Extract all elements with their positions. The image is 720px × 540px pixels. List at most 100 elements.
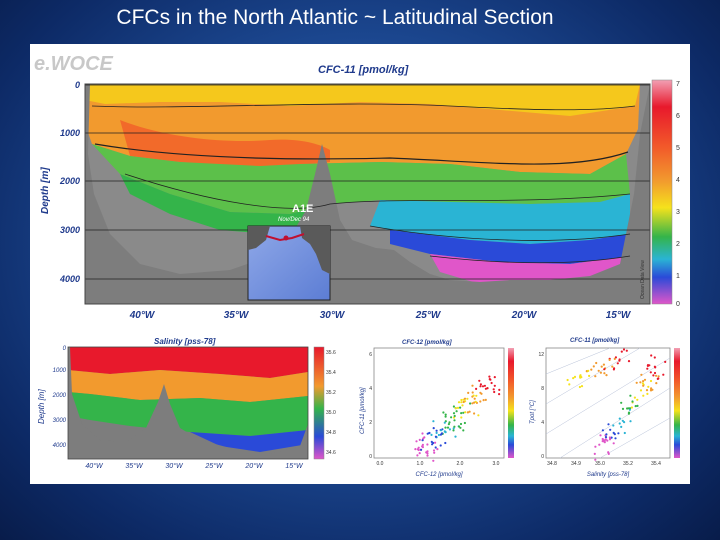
scatter-point bbox=[627, 407, 630, 410]
cfc12-y-tick: 4 bbox=[369, 386, 372, 392]
scatter-point bbox=[444, 431, 447, 434]
salinity-lon-tick: 30°W bbox=[165, 462, 184, 470]
scatter-point bbox=[493, 384, 496, 387]
depth-tick: 4000 bbox=[59, 274, 80, 284]
scatter-point bbox=[454, 435, 457, 438]
scatter-point bbox=[467, 391, 470, 394]
scatter-point bbox=[628, 407, 632, 410]
scatter-point bbox=[432, 459, 435, 462]
scatter-point bbox=[444, 415, 447, 418]
scatter-point bbox=[428, 431, 431, 435]
salinity-lon-tick: 40°W bbox=[85, 462, 104, 470]
scatter-point bbox=[602, 363, 606, 366]
scatter-point bbox=[612, 431, 615, 434]
salinity-depth-tick: 1000 bbox=[53, 368, 67, 374]
scatter-point bbox=[573, 375, 577, 378]
salinity-lon-tick: 15°W bbox=[285, 462, 304, 470]
cfc12-x-tick: 2.0 bbox=[457, 461, 464, 467]
scatter-point bbox=[426, 454, 429, 457]
scatter-point bbox=[461, 404, 464, 407]
scatter-point bbox=[477, 414, 480, 417]
scatter-point bbox=[437, 433, 440, 437]
scatter-point bbox=[642, 384, 645, 387]
cfc12-scatter-points bbox=[414, 375, 501, 462]
scatter-point bbox=[453, 414, 456, 418]
scatter-point bbox=[435, 431, 438, 434]
scatter-point bbox=[598, 443, 601, 446]
lon-tick: 30°W bbox=[320, 310, 346, 321]
scatter-point bbox=[498, 393, 501, 396]
scatter-point bbox=[426, 452, 429, 455]
ts-x-tick: 35.2 bbox=[623, 461, 633, 467]
layer-green bbox=[92, 144, 630, 214]
scatter-point bbox=[603, 368, 606, 371]
scatter-point bbox=[444, 413, 447, 416]
slide-title: CFCs in the North Atlantic ~ Latitudinal… bbox=[116, 6, 554, 29]
scatter-point bbox=[479, 385, 482, 388]
scatter-point bbox=[595, 361, 598, 365]
scatter-point bbox=[442, 411, 445, 414]
cfc12-x-tick: 1.0 bbox=[417, 461, 424, 467]
scatter-point bbox=[639, 381, 642, 384]
ts-y-tick: 12 bbox=[538, 352, 544, 358]
scatter-point bbox=[479, 383, 482, 386]
depth-tick: 3000 bbox=[60, 225, 80, 235]
scatter-point bbox=[646, 367, 649, 370]
salinity-colorbar-tick: 35.6 bbox=[326, 350, 336, 356]
scatter-point bbox=[594, 458, 597, 461]
scatter-point bbox=[651, 388, 654, 391]
scatter-point bbox=[579, 375, 582, 378]
scatter-point bbox=[607, 423, 610, 426]
scatter-point bbox=[466, 411, 469, 414]
scatter-point bbox=[610, 436, 613, 439]
colorbar-tick: 3 bbox=[676, 209, 680, 216]
scatter-point bbox=[439, 444, 442, 447]
scatter-point bbox=[462, 429, 465, 432]
colorbar-tick: 7 bbox=[676, 81, 680, 88]
section-date-label: Nov/Dec 94 bbox=[278, 217, 310, 223]
ts-scatter-panel: CFC-11 [pmol/kg] Tpot [°C] 34.8 34.9 35.… bbox=[530, 338, 680, 478]
scatter-point bbox=[488, 375, 491, 378]
ts-colorbar bbox=[674, 348, 680, 458]
scatter-point bbox=[623, 431, 626, 435]
scatter-point bbox=[628, 408, 632, 411]
scatter-point bbox=[471, 391, 474, 394]
scatter-point bbox=[642, 380, 645, 383]
scatter-point bbox=[664, 360, 667, 363]
scatter-point bbox=[588, 374, 591, 377]
scatter-point bbox=[443, 421, 446, 424]
depth-tick: 0 bbox=[75, 80, 80, 90]
scatter-point bbox=[459, 426, 462, 429]
cfc12-y-tick: 6 bbox=[369, 352, 372, 358]
scatter-point bbox=[603, 372, 606, 375]
lon-tick: 35°W bbox=[224, 310, 250, 321]
scatter-point bbox=[469, 402, 472, 405]
scatter-point bbox=[493, 376, 496, 379]
scatter-point bbox=[459, 406, 462, 409]
scatter-point bbox=[636, 398, 639, 401]
scatter-point bbox=[653, 356, 656, 359]
scatter-point bbox=[432, 420, 435, 423]
salinity-panel: Salinity [pss-78] Depth [m] 0 1000 2000 … bbox=[37, 337, 336, 470]
depth-tick: 1000 bbox=[60, 128, 80, 138]
scatter-point bbox=[479, 391, 482, 394]
scatter-point bbox=[629, 394, 632, 397]
colorbar-credit: Ocean Data View bbox=[640, 260, 646, 299]
scatter-point bbox=[592, 365, 595, 368]
scatter-point bbox=[590, 368, 593, 371]
ts-y-tick: 8 bbox=[541, 386, 544, 392]
scatter-point bbox=[417, 448, 420, 452]
salinity-lon-tick: 20°W bbox=[244, 462, 264, 470]
scatter-point bbox=[418, 452, 421, 455]
scatter-point bbox=[603, 441, 606, 444]
map-landmass-east bbox=[300, 226, 330, 274]
scatter-point bbox=[439, 433, 442, 436]
lon-tick: 25°W bbox=[415, 310, 442, 321]
salinity-colorbar-tick: 34.8 bbox=[326, 430, 336, 436]
scatter-point bbox=[623, 421, 626, 424]
scatter-point bbox=[417, 446, 420, 449]
scatter-point bbox=[452, 405, 455, 408]
ts-title: CFC-11 [pmol/kg] bbox=[570, 338, 620, 344]
salinity-topography bbox=[68, 347, 308, 459]
scatter-point bbox=[433, 451, 436, 454]
